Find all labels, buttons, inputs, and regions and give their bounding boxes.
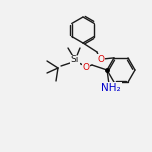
Text: O: O (83, 62, 90, 71)
Text: O: O (97, 55, 105, 64)
Text: NH₂: NH₂ (101, 83, 121, 93)
Text: Si: Si (71, 55, 79, 64)
